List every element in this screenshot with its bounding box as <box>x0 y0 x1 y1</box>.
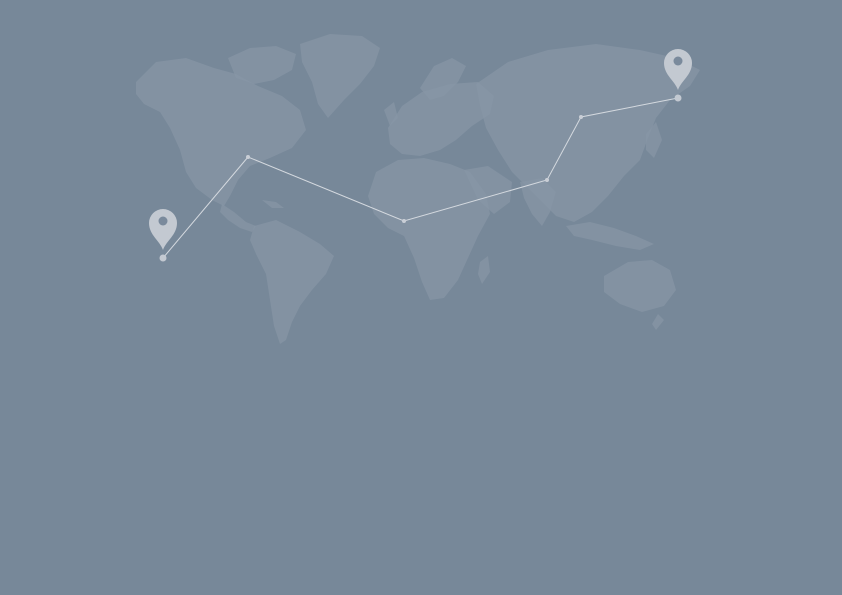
route-line <box>162 97 679 259</box>
continent-asia <box>476 44 700 222</box>
continent-europe <box>388 82 494 156</box>
continent-greenland <box>300 34 380 118</box>
continent-north-america <box>136 58 306 206</box>
waypoint <box>402 219 406 223</box>
map-pin-icon <box>149 209 177 250</box>
continent-central-america <box>220 204 256 232</box>
continent-arctic-islands <box>228 46 296 84</box>
continent-australia <box>604 260 676 312</box>
map-pin-icon <box>664 49 692 90</box>
waypoint <box>545 178 549 182</box>
continent-madagascar <box>478 256 490 284</box>
continent-british-isles <box>384 102 398 126</box>
waypoint <box>246 155 250 159</box>
continent-caribbean <box>262 200 284 208</box>
start-point <box>159 254 167 262</box>
continent-southeast-asia <box>566 222 654 250</box>
continent-japan <box>646 122 662 158</box>
continent-south-america <box>250 220 334 344</box>
end-point <box>674 94 682 102</box>
continent-africa <box>368 158 490 300</box>
continent-scandinavia <box>420 58 466 100</box>
start-marker[interactable] <box>149 209 177 262</box>
continent-arabia <box>464 166 512 214</box>
continent-india <box>520 178 556 226</box>
route-waypoints <box>246 115 583 223</box>
end-marker[interactable] <box>664 49 692 102</box>
continent-new-zealand <box>652 314 664 330</box>
waypoint <box>579 115 583 119</box>
continents <box>136 34 700 344</box>
